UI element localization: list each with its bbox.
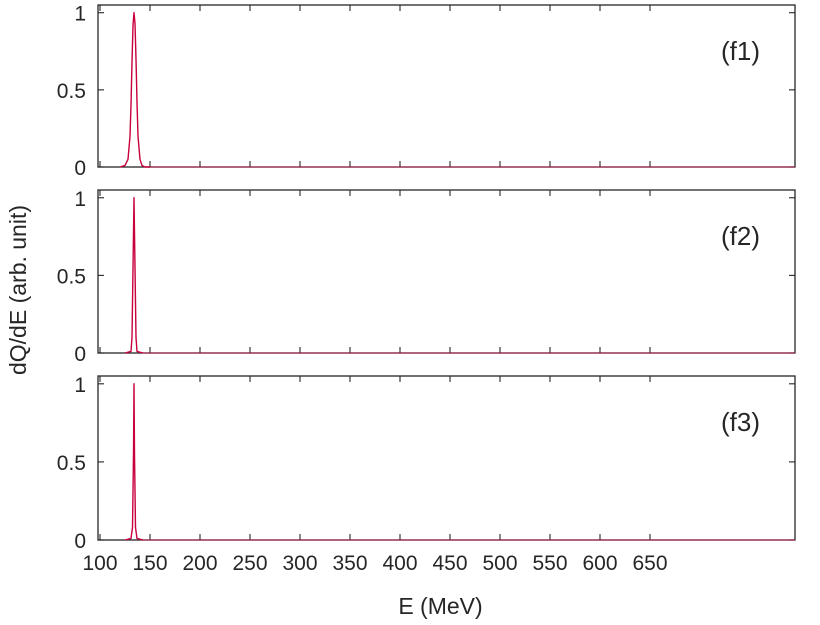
y-tick-label: 0 [74, 530, 86, 553]
x-tick-label: 500 [482, 552, 517, 575]
x-tick-label: 550 [532, 552, 567, 575]
x-tick-label: 150 [132, 552, 167, 575]
spectrum-line [124, 383, 144, 541]
x-tick-label: 600 [582, 552, 617, 575]
axes-box [97, 4, 796, 168]
x-axis-label: E (MeV) [398, 593, 482, 619]
panel-f1: 0 0.5 1 (f1) [57, 3, 796, 180]
x-tick-label: 100 [82, 552, 117, 575]
x-tick-label: 650 [632, 552, 667, 575]
axes-box [97, 189, 796, 354]
panel-f2: 0 0.5 1 (f2) [57, 188, 796, 366]
y-tick-label: 1 [74, 374, 86, 397]
axes-box [97, 375, 796, 541]
panel-label: (f2) [721, 221, 760, 251]
x-tick-label: 450 [432, 552, 467, 575]
spectrum-line [119, 12, 150, 168]
x-tick-label: 300 [282, 552, 317, 575]
panel-label: (f3) [721, 407, 760, 437]
panel-label: (f1) [721, 36, 760, 66]
x-tick-label: 400 [382, 552, 417, 575]
y-tick-label: 0.5 [57, 452, 86, 475]
x-tick-label: 350 [332, 552, 367, 575]
y-tick-label: 0 [74, 157, 86, 180]
y-axis-label: dQ/dE (arb. unit) [5, 205, 31, 375]
panel-f3: 100 150 200 250 300 350 400 450 500 550 600 650 0 0.5… [57, 374, 796, 575]
y-tick-label: 1 [74, 3, 86, 26]
x-tick-label: 200 [182, 552, 217, 575]
x-tick-label: 250 [232, 552, 267, 575]
y-tick-label: 0 [74, 343, 86, 366]
spectrum-line [124, 197, 144, 354]
y-tick-label: 1 [74, 188, 86, 211]
y-tick-label: 0.5 [57, 265, 86, 288]
y-tick-label: 0.5 [57, 80, 86, 103]
